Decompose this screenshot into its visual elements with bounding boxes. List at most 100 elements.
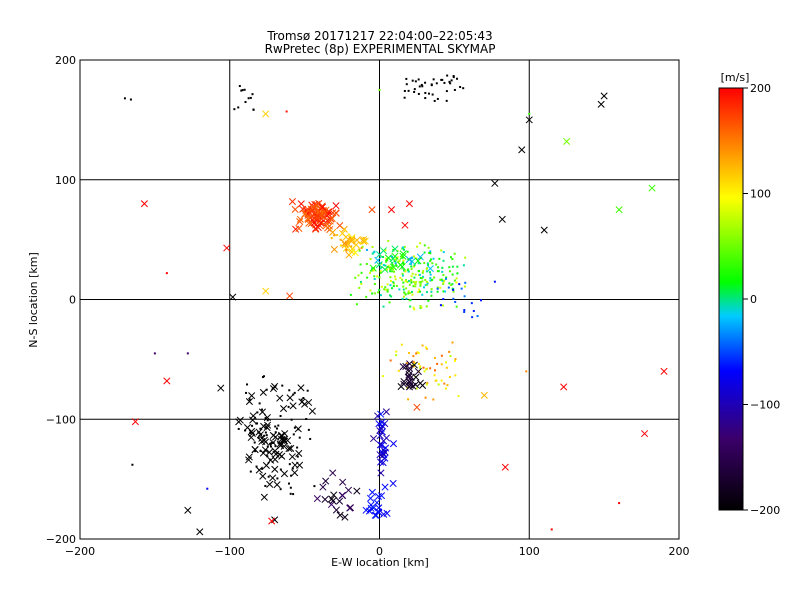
data-point-dot: [245, 391, 248, 394]
data-point-dot: [394, 258, 397, 261]
data-point-dot: [414, 80, 417, 83]
data-point-dot: [404, 280, 407, 283]
data-point-dot: [409, 305, 412, 308]
data-point-dot: [411, 79, 414, 82]
data-point-dot: [305, 418, 308, 421]
data-point-dot: [618, 502, 621, 505]
data-point-cross: [273, 481, 281, 489]
data-point-dot: [345, 248, 348, 251]
data-point-dot: [442, 259, 445, 262]
data-point-cross: [353, 236, 361, 244]
data-point-cross: [480, 391, 488, 399]
data-point-dot: [350, 238, 353, 241]
data-point-dot: [390, 266, 393, 269]
data-point-cross: [380, 510, 388, 518]
data-point-cross: [296, 461, 304, 469]
data-point-cross: [339, 491, 347, 499]
data-point-dot: [390, 270, 393, 273]
data-point-dot: [436, 286, 439, 289]
data-point-dot: [445, 366, 448, 369]
data-point-cross: [328, 214, 336, 223]
data-point-dot: [392, 268, 395, 271]
data-point-dot: [442, 273, 445, 276]
data-point-cross: [378, 418, 386, 426]
data-point-dot: [407, 290, 410, 293]
data-point-dot: [395, 350, 398, 353]
data-point-dot: [290, 474, 293, 477]
data-point-dot: [279, 415, 282, 418]
data-point-cross: [412, 373, 420, 381]
data-point-dot: [373, 275, 376, 278]
data-point-dot: [387, 239, 390, 242]
data-point-dot: [445, 99, 448, 102]
data-point-dot: [373, 278, 376, 281]
data-point-dot: [287, 405, 290, 408]
data-point-cross: [329, 497, 337, 505]
data-point-cross: [382, 408, 390, 416]
data-point-dot: [421, 344, 424, 347]
data-point-dot: [279, 468, 282, 471]
data-point-dot: [454, 374, 457, 377]
data-point-dot: [425, 368, 428, 371]
data-point-cross: [341, 241, 349, 249]
data-point-dot: [414, 282, 417, 285]
y-axis-label: N-S location [km]: [27, 252, 40, 348]
data-point-dot: [443, 279, 446, 282]
data-point-dot: [433, 374, 436, 377]
data-point-dot: [410, 281, 413, 284]
data-point-dot: [448, 266, 451, 269]
data-point-cross: [353, 487, 361, 495]
data-point-cross: [405, 200, 414, 208]
data-point-cross: [279, 435, 288, 443]
data-point-dot: [369, 271, 372, 274]
data-point-dot: [379, 271, 382, 274]
x-axis-label: E-W location [km]: [331, 556, 429, 569]
data-point-dot: [391, 264, 394, 267]
data-point-cross: [336, 511, 344, 519]
data-point-cross: [294, 425, 302, 433]
data-point-dot: [446, 74, 449, 77]
data-point-dot: [428, 271, 431, 274]
data-point-cross: [260, 422, 268, 430]
data-point-cross: [266, 480, 274, 488]
data-point-dot: [380, 285, 383, 288]
data-point-cross: [399, 363, 407, 371]
data-point-cross: [297, 200, 305, 208]
data-point-cross: [280, 470, 289, 478]
data-point-dot: [388, 266, 391, 269]
data-point-cross: [256, 431, 264, 439]
data-point-cross: [263, 413, 271, 422]
data-point-cross: [295, 449, 303, 457]
data-point-dot: [423, 261, 426, 264]
data-point-cross: [518, 146, 526, 154]
data-point-dot: [277, 424, 280, 427]
data-point-cross: [296, 218, 304, 226]
data-point-dot: [429, 367, 432, 370]
data-point-cross: [322, 477, 330, 485]
data-point-cross: [416, 253, 424, 261]
data-point-dot: [354, 276, 357, 279]
data-point-dot: [431, 278, 434, 281]
data-point-dot: [425, 280, 428, 283]
data-point-dot: [398, 288, 401, 291]
data-point-dot: [421, 277, 424, 280]
data-point-cross: [418, 381, 427, 390]
data-point-dot: [255, 422, 258, 425]
data-point-cross: [286, 292, 294, 300]
data-point-dot: [423, 370, 426, 373]
data-point-dot: [252, 108, 255, 111]
data-point-cross: [560, 383, 568, 391]
data-point-dot: [249, 96, 252, 99]
data-point-dot: [423, 244, 426, 247]
data-point-dot: [362, 236, 365, 239]
data-point-dot: [333, 234, 336, 237]
data-point-dot: [293, 426, 296, 429]
data-point-dot: [452, 297, 455, 300]
data-point-dot: [425, 346, 428, 349]
data-point-dot: [275, 427, 278, 430]
data-point-dot: [402, 295, 405, 298]
data-point-dot: [429, 258, 432, 261]
data-point-dot: [419, 242, 422, 245]
data-point-cross: [291, 469, 299, 477]
data-point-dot: [266, 445, 269, 448]
